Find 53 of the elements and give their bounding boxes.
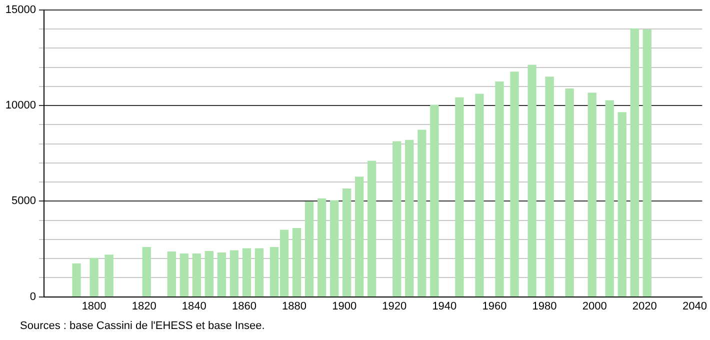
bar — [545, 76, 554, 297]
bar — [72, 263, 81, 297]
bar — [528, 64, 536, 297]
bar — [304, 202, 314, 297]
bar — [588, 92, 596, 297]
bar — [605, 100, 614, 297]
y-tick-label: 10000 — [5, 100, 36, 112]
bar — [475, 94, 484, 297]
x-tick-label: 1860 — [232, 300, 256, 312]
x-tick-label: 2000 — [582, 300, 607, 312]
x-tick-label: 1980 — [532, 300, 557, 312]
bar — [104, 254, 114, 297]
bar — [292, 228, 302, 297]
x-tick-label: 1800 — [82, 300, 106, 312]
bar — [192, 253, 201, 297]
x-tick-label: 1960 — [482, 300, 507, 312]
bar — [317, 198, 326, 297]
bar — [510, 72, 519, 297]
x-tick-label: 1840 — [182, 300, 206, 312]
bar — [392, 141, 402, 297]
bar — [455, 97, 464, 297]
bar — [405, 140, 414, 297]
bar — [90, 258, 98, 297]
bar — [167, 252, 176, 297]
x-tick-label: 1880 — [282, 300, 307, 312]
bar — [495, 82, 504, 297]
bar — [368, 160, 376, 297]
bar — [418, 130, 426, 297]
y-tick-label: 15000 — [5, 4, 36, 16]
x-tick-label: 1820 — [132, 300, 156, 312]
bar — [204, 250, 214, 297]
bar — [342, 188, 352, 297]
bar — [630, 28, 639, 297]
source-note: Sources : base Cassini de l'EHESS et base Insee. — [20, 320, 265, 332]
bar — [565, 88, 574, 297]
bar — [642, 29, 652, 297]
y-tick-label: 0 — [30, 290, 36, 303]
bar — [242, 248, 252, 297]
bar — [254, 248, 264, 297]
bar — [217, 252, 226, 297]
bar — [355, 176, 364, 297]
x-tick-label: 1900 — [332, 300, 357, 312]
bar — [618, 112, 626, 297]
y-tick-label: 5000 — [12, 195, 36, 208]
bar — [142, 246, 151, 297]
x-tick-label: 2020 — [632, 300, 657, 312]
x-tick-label: 2040 — [682, 300, 707, 312]
x-tick-label: 1940 — [432, 300, 457, 312]
bar — [430, 104, 439, 297]
bar — [230, 250, 239, 297]
bar — [330, 200, 339, 297]
bar — [180, 253, 188, 297]
x-tick-label: 1920 — [382, 300, 407, 312]
